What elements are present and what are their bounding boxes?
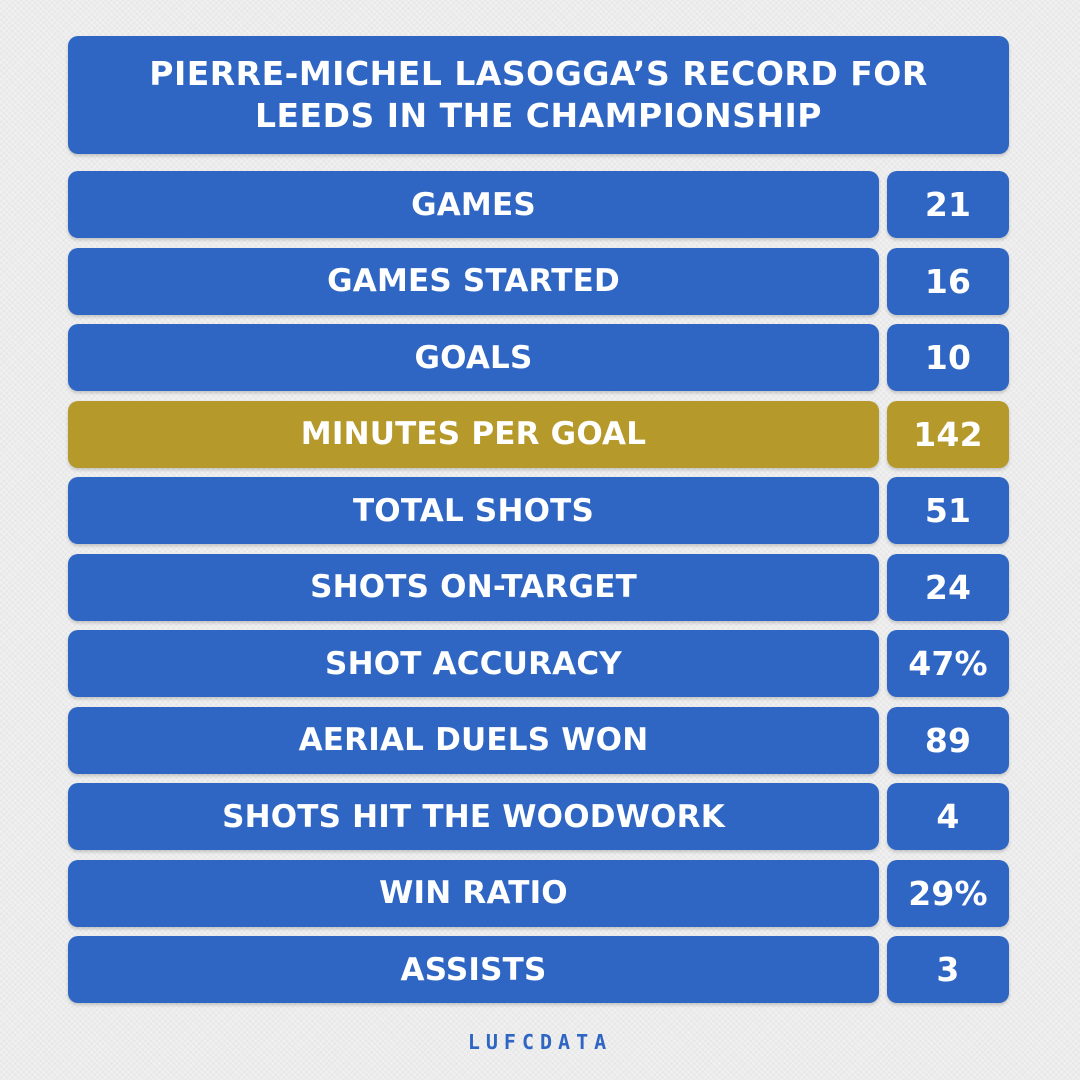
stat-value: 29% bbox=[887, 859, 1009, 927]
stat-label: MINUTES PER GOAL bbox=[68, 400, 879, 468]
stat-row: WIN RATIO 29% bbox=[68, 859, 1009, 927]
stat-value: 4 bbox=[887, 783, 1009, 850]
stat-row: TOTAL SHOTS 51 bbox=[68, 477, 1009, 544]
stat-row: ASSISTS 3 bbox=[68, 936, 1009, 1003]
page-title: PIERRE-MICHEL LASOGGA’S RECORD FOR LEEDS… bbox=[149, 54, 928, 135]
stat-value: 89 bbox=[887, 706, 1009, 774]
stat-value: 21 bbox=[887, 171, 1009, 238]
stat-row-highlighted: MINUTES PER GOAL 142 bbox=[68, 400, 1009, 468]
stat-label: ASSISTS bbox=[68, 936, 879, 1003]
stat-value: 142 bbox=[887, 400, 1009, 468]
stat-row: SHOTS HIT THE WOODWORK 4 bbox=[68, 783, 1009, 850]
stat-label: TOTAL SHOTS bbox=[68, 477, 879, 544]
stat-value: 16 bbox=[887, 247, 1009, 315]
stat-value: 24 bbox=[887, 553, 1009, 621]
stat-label: SHOTS HIT THE WOODWORK bbox=[68, 783, 879, 850]
stat-row: GOALS 10 bbox=[68, 324, 1009, 391]
stat-row: SHOT ACCURACY 47% bbox=[68, 630, 1009, 697]
title-banner: PIERRE-MICHEL LASOGGA’S RECORD FOR LEEDS… bbox=[68, 36, 1009, 154]
stat-label: GAMES bbox=[68, 171, 879, 238]
stat-row: AERIAL DUELS WON 89 bbox=[68, 706, 1009, 774]
stat-value: 10 bbox=[887, 324, 1009, 391]
stat-label: AERIAL DUELS WON bbox=[68, 706, 879, 774]
brand-footer: LUFCDATA bbox=[467, 1030, 613, 1054]
stat-label: SHOTS ON-TARGET bbox=[68, 553, 879, 621]
stat-row: GAMES STARTED 16 bbox=[68, 247, 1009, 315]
stat-value: 3 bbox=[887, 936, 1009, 1003]
stat-label: GAMES STARTED bbox=[68, 247, 879, 315]
stat-label: SHOT ACCURACY bbox=[68, 630, 879, 697]
stat-label: WIN RATIO bbox=[68, 859, 879, 927]
stat-value: 51 bbox=[887, 477, 1009, 544]
stat-row: SHOTS ON-TARGET 24 bbox=[68, 553, 1009, 621]
stat-label: GOALS bbox=[68, 324, 879, 391]
stat-value: 47% bbox=[887, 630, 1009, 697]
stat-row: GAMES 21 bbox=[68, 171, 1009, 238]
